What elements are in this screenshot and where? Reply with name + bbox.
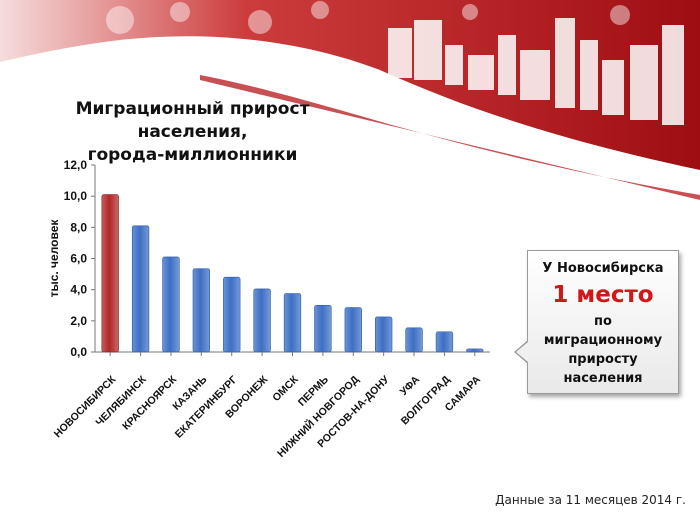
y-axis-label: тыс. человек — [47, 219, 61, 298]
callout-rank: 1 место — [552, 282, 654, 308]
chart-title: Миграционный прирост населения, города-м… — [20, 98, 365, 167]
callout-box: У Новосибирска 1 место по миграционному … — [527, 250, 679, 394]
header-banner — [0, 0, 700, 200]
bar — [405, 327, 423, 353]
chart-title-line2: города-миллионники — [87, 145, 298, 165]
bar — [101, 194, 119, 353]
bar — [466, 348, 484, 353]
callout-line3: миграционному — [543, 333, 663, 348]
chart-title-line1: Миграционный прирост населения, — [75, 99, 310, 142]
bar — [283, 293, 302, 353]
bar — [374, 316, 393, 353]
y-tick-label: 4,0 — [70, 283, 87, 297]
callout-pointer-fill — [516, 342, 528, 362]
y-tick-label: 0,0 — [70, 345, 87, 359]
bar — [344, 307, 362, 353]
bar — [192, 268, 211, 353]
bar — [253, 288, 271, 353]
callout-line4: приросту — [568, 352, 638, 367]
callout-line2: по — [594, 314, 612, 329]
y-tick-label: 12,0 — [64, 158, 88, 172]
bar — [162, 256, 180, 353]
y-tick-label: 10,0 — [64, 189, 88, 203]
bar — [435, 331, 454, 353]
x-tick-label: УФА — [398, 373, 423, 398]
bar — [223, 276, 241, 353]
y-tick-label: 2,0 — [70, 314, 87, 328]
footnote: Данные за 11 месяцев 2014 г. — [495, 493, 686, 507]
callout: У Новосибирска 1 место по миграционному … — [512, 250, 682, 398]
callout-line1: У Новосибирска — [542, 261, 664, 276]
y-tick-label: 8,0 — [70, 220, 87, 234]
bar — [131, 225, 150, 353]
y-tick-label: 6,0 — [70, 252, 87, 266]
callout-line5: населения — [563, 371, 643, 386]
bar — [314, 304, 332, 353]
